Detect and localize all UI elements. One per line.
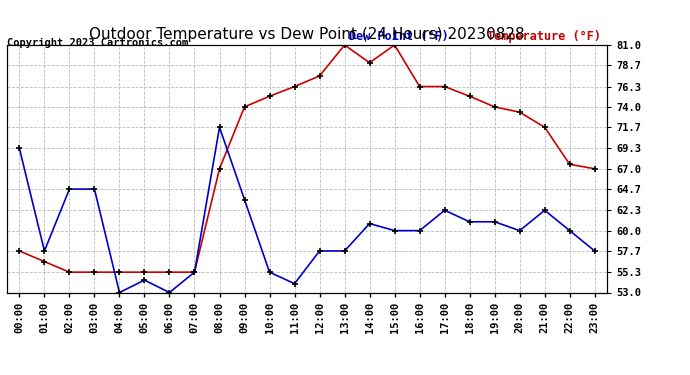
Text: Temperature (°F): Temperature (°F) [487,30,601,43]
Title: Outdoor Temperature vs Dew Point (24 Hours) 20230828: Outdoor Temperature vs Dew Point (24 Hou… [89,27,525,42]
Text: Dew Point (°F): Dew Point (°F) [349,30,448,43]
Text: Copyright 2023 Cartronics.com: Copyright 2023 Cartronics.com [7,38,188,48]
